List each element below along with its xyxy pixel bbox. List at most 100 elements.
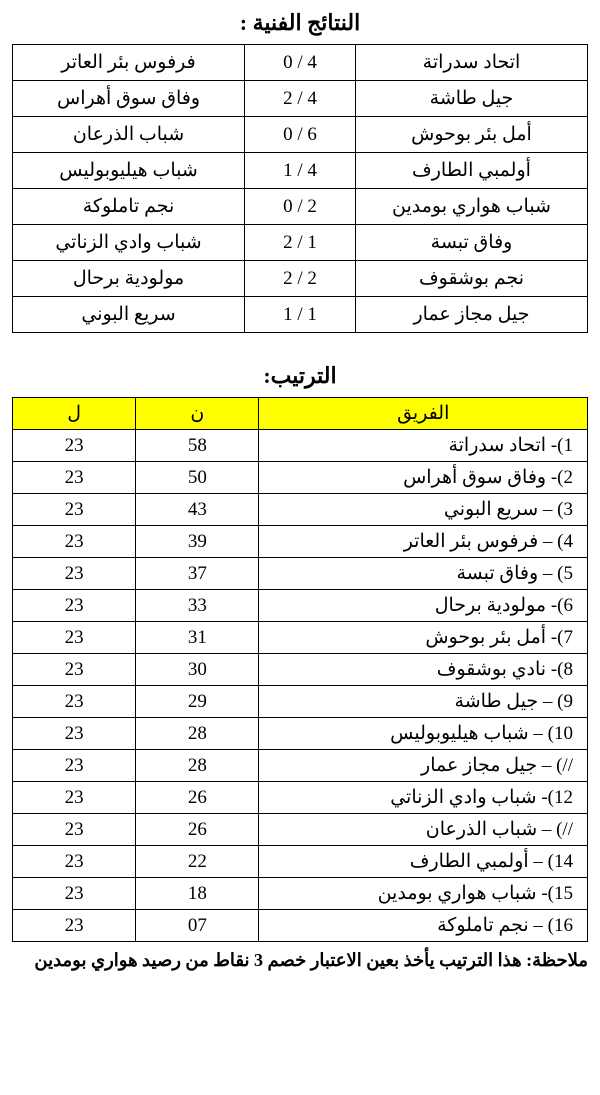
- standings-row: 16) – نجم تاملوكة 07 23: [13, 910, 588, 942]
- played-cell: 23: [13, 846, 136, 878]
- team-cell: 2)- وفاق سوق أهراس: [259, 462, 588, 494]
- away-team: شباب الذرعان: [13, 117, 245, 153]
- standings-row: 10) – شباب هيليوبوليس 28 23: [13, 718, 588, 750]
- played-cell: 23: [13, 782, 136, 814]
- team-cell: 8)- نادي بوشقوف: [259, 654, 588, 686]
- results-row: شباب هواري بومدين 0 / 2 نجم تاملوكة: [13, 189, 588, 225]
- played-cell: 23: [13, 590, 136, 622]
- played-cell: 23: [13, 910, 136, 942]
- home-team: اتحاد سدراتة: [355, 45, 587, 81]
- pts-cell: 26: [136, 782, 259, 814]
- team-cell: 10) – شباب هيليوبوليس: [259, 718, 588, 750]
- standings-row: 12)- شباب وادي الزناتي 26 23: [13, 782, 588, 814]
- played-cell: 23: [13, 750, 136, 782]
- played-cell: 23: [13, 686, 136, 718]
- pts-cell: 39: [136, 526, 259, 558]
- team-cell: 7)- أمل بئر بوحوش: [259, 622, 588, 654]
- played-cell: 23: [13, 430, 136, 462]
- col-played: ل: [13, 398, 136, 430]
- score-cell: 0 / 2: [245, 189, 356, 225]
- home-team: شباب هواري بومدين: [355, 189, 587, 225]
- pts-cell: 29: [136, 686, 259, 718]
- played-cell: 23: [13, 878, 136, 910]
- team-cell: 6)- مولودية برحال: [259, 590, 588, 622]
- pts-cell: 22: [136, 846, 259, 878]
- score-cell: 2 / 2: [245, 261, 356, 297]
- results-row: اتحاد سدراتة 0 / 4 فرفوس بئر العاتر: [13, 45, 588, 81]
- col-team: الفريق: [259, 398, 588, 430]
- played-cell: 23: [13, 814, 136, 846]
- standings-row: 2)- وفاق سوق أهراس 50 23: [13, 462, 588, 494]
- home-team: جيل مجاز عمار: [355, 297, 587, 333]
- standings-header-row: الفريق ن ل: [13, 398, 588, 430]
- standings-row: 9) – جيل طاشة 29 23: [13, 686, 588, 718]
- standings-row: 4) – فرفوس بئر العاتر 39 23: [13, 526, 588, 558]
- standings-row: //) – شباب الذرعان 26 23: [13, 814, 588, 846]
- home-team: أولمبي الطارف: [355, 153, 587, 189]
- pts-cell: 28: [136, 718, 259, 750]
- standings-row: 7)- أمل بئر بوحوش 31 23: [13, 622, 588, 654]
- team-cell: 9) – جيل طاشة: [259, 686, 588, 718]
- score-cell: 1 / 1: [245, 297, 356, 333]
- played-cell: 23: [13, 622, 136, 654]
- played-cell: 23: [13, 654, 136, 686]
- home-team: نجم بوشقوف: [355, 261, 587, 297]
- team-cell: 12)- شباب وادي الزناتي: [259, 782, 588, 814]
- standings-row: 3) – سريع البوني 43 23: [13, 494, 588, 526]
- away-team: شباب هيليوبوليس: [13, 153, 245, 189]
- standings-row: 14) – أولمبي الطارف 22 23: [13, 846, 588, 878]
- away-team: سريع البوني: [13, 297, 245, 333]
- away-team: فرفوس بئر العاتر: [13, 45, 245, 81]
- played-cell: 23: [13, 462, 136, 494]
- score-cell: 2 / 1: [245, 225, 356, 261]
- home-team: جيل طاشة: [355, 81, 587, 117]
- pts-cell: 07: [136, 910, 259, 942]
- team-cell: 16) – نجم تاملوكة: [259, 910, 588, 942]
- away-team: شباب وادي الزناتي: [13, 225, 245, 261]
- away-team: وفاق سوق أهراس: [13, 81, 245, 117]
- standings-row: 6)- مولودية برحال 33 23: [13, 590, 588, 622]
- results-row: أولمبي الطارف 1 / 4 شباب هيليوبوليس: [13, 153, 588, 189]
- pts-cell: 18: [136, 878, 259, 910]
- pts-cell: 43: [136, 494, 259, 526]
- results-row: أمل بئر بوحوش 0 / 6 شباب الذرعان: [13, 117, 588, 153]
- results-row: نجم بوشقوف 2 / 2 مولودية برحال: [13, 261, 588, 297]
- results-title: النتائج الفنية :: [12, 10, 588, 36]
- played-cell: 23: [13, 558, 136, 590]
- score-cell: 1 / 4: [245, 153, 356, 189]
- standings-row: //) – جيل مجاز عمار 28 23: [13, 750, 588, 782]
- team-cell: 3) – سريع البوني: [259, 494, 588, 526]
- footnote: ملاحظة: هذا الترتيب يأخذ بعين الاعتبار خ…: [12, 950, 588, 971]
- standings-title: الترتيب:: [12, 363, 588, 389]
- results-row: جيل طاشة 2 / 4 وفاق سوق أهراس: [13, 81, 588, 117]
- pts-cell: 33: [136, 590, 259, 622]
- standings-row: 8)- نادي بوشقوف 30 23: [13, 654, 588, 686]
- pts-cell: 31: [136, 622, 259, 654]
- pts-cell: 30: [136, 654, 259, 686]
- standings-row: 1)- اتحاد سدراتة 58 23: [13, 430, 588, 462]
- pts-cell: 37: [136, 558, 259, 590]
- results-table: اتحاد سدراتة 0 / 4 فرفوس بئر العاتر جيل …: [12, 44, 588, 333]
- team-cell: 14) – أولمبي الطارف: [259, 846, 588, 878]
- results-row: جيل مجاز عمار 1 / 1 سريع البوني: [13, 297, 588, 333]
- score-cell: 0 / 4: [245, 45, 356, 81]
- col-pts: ن: [136, 398, 259, 430]
- team-cell: //) – جيل مجاز عمار: [259, 750, 588, 782]
- team-cell: //) – شباب الذرعان: [259, 814, 588, 846]
- played-cell: 23: [13, 494, 136, 526]
- team-cell: 15)- شباب هواري بومدين: [259, 878, 588, 910]
- standings-row: 5) – وفاق تبسة 37 23: [13, 558, 588, 590]
- standings-table: الفريق ن ل 1)- اتحاد سدراتة 58 23 2)- وف…: [12, 397, 588, 942]
- score-cell: 0 / 6: [245, 117, 356, 153]
- results-row: وفاق تبسة 2 / 1 شباب وادي الزناتي: [13, 225, 588, 261]
- pts-cell: 28: [136, 750, 259, 782]
- away-team: مولودية برحال: [13, 261, 245, 297]
- played-cell: 23: [13, 526, 136, 558]
- played-cell: 23: [13, 718, 136, 750]
- pts-cell: 26: [136, 814, 259, 846]
- pts-cell: 58: [136, 430, 259, 462]
- score-cell: 2 / 4: [245, 81, 356, 117]
- pts-cell: 50: [136, 462, 259, 494]
- team-cell: 4) – فرفوس بئر العاتر: [259, 526, 588, 558]
- team-cell: 5) – وفاق تبسة: [259, 558, 588, 590]
